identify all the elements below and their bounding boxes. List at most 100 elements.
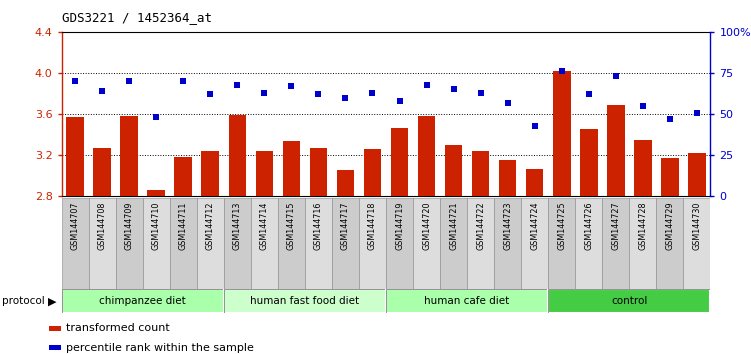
Text: GSM144707: GSM144707: [71, 202, 80, 250]
Point: [339, 95, 351, 101]
Bar: [336, 170, 354, 196]
Text: GSM144712: GSM144712: [206, 202, 215, 250]
Text: GSM144711: GSM144711: [179, 202, 188, 250]
Point: [231, 82, 243, 87]
Point: [610, 74, 622, 79]
Text: GSM144722: GSM144722: [476, 202, 485, 251]
Bar: [147, 190, 165, 196]
Point: [96, 88, 108, 94]
Bar: [386, 289, 548, 313]
Text: GSM144723: GSM144723: [503, 202, 512, 250]
Bar: [602, 198, 629, 289]
Text: GSM144708: GSM144708: [98, 202, 107, 250]
Text: GSM144717: GSM144717: [341, 202, 350, 250]
Text: GSM144713: GSM144713: [233, 202, 242, 250]
Bar: [413, 198, 440, 289]
Bar: [143, 198, 170, 289]
Bar: [494, 198, 521, 289]
Bar: [440, 198, 467, 289]
Bar: [386, 289, 548, 313]
Bar: [548, 198, 575, 289]
Text: human cafe diet: human cafe diet: [424, 296, 510, 306]
Bar: [418, 116, 436, 196]
Bar: [607, 105, 625, 196]
Bar: [197, 198, 224, 289]
Bar: [255, 151, 273, 196]
Text: GSM144718: GSM144718: [368, 202, 377, 250]
Bar: [174, 158, 192, 196]
Point: [150, 115, 162, 120]
Bar: [521, 198, 548, 289]
Text: GDS3221 / 1452364_at: GDS3221 / 1452364_at: [62, 11, 212, 24]
Bar: [634, 140, 652, 196]
Bar: [305, 198, 332, 289]
Point: [637, 103, 649, 109]
Bar: [467, 198, 494, 289]
Bar: [472, 151, 490, 196]
Text: GSM144721: GSM144721: [449, 202, 458, 250]
Text: percentile rank within the sample: percentile rank within the sample: [66, 343, 254, 353]
Bar: [332, 198, 359, 289]
Point: [312, 92, 324, 97]
Point: [529, 123, 541, 129]
Text: GSM144716: GSM144716: [314, 202, 323, 250]
Text: GSM144714: GSM144714: [260, 202, 269, 250]
Bar: [363, 149, 382, 196]
Bar: [526, 169, 544, 196]
Point: [285, 83, 297, 89]
Point: [664, 116, 676, 122]
Point: [204, 92, 216, 97]
Bar: [629, 198, 656, 289]
Text: ▶: ▶: [48, 296, 56, 306]
Text: GSM144710: GSM144710: [152, 202, 161, 250]
Bar: [282, 141, 300, 196]
Bar: [553, 71, 571, 196]
Text: GSM144715: GSM144715: [287, 202, 296, 250]
Point: [502, 100, 514, 105]
Bar: [89, 198, 116, 289]
Point: [69, 79, 81, 84]
Bar: [548, 289, 710, 313]
Bar: [62, 198, 89, 289]
Point: [448, 87, 460, 92]
Point: [123, 79, 135, 84]
Text: chimpanzee diet: chimpanzee diet: [99, 296, 186, 306]
Bar: [391, 127, 409, 196]
Bar: [309, 148, 327, 196]
Bar: [116, 198, 143, 289]
Bar: [359, 198, 386, 289]
Bar: [93, 148, 111, 196]
Text: control: control: [611, 296, 647, 306]
Text: GSM144724: GSM144724: [530, 202, 539, 250]
Text: GSM144720: GSM144720: [422, 202, 431, 250]
Bar: [201, 151, 219, 196]
Point: [366, 90, 379, 96]
Bar: [445, 145, 463, 196]
Point: [177, 79, 189, 84]
Bar: [224, 198, 251, 289]
Bar: [251, 198, 278, 289]
Bar: [683, 198, 710, 289]
Point: [475, 90, 487, 96]
Bar: [228, 115, 246, 196]
Bar: [224, 289, 386, 313]
Bar: [661, 158, 679, 196]
Text: human fast food diet: human fast food diet: [250, 296, 360, 306]
Point: [258, 90, 270, 96]
Text: GSM144725: GSM144725: [557, 202, 566, 251]
Text: GSM144730: GSM144730: [692, 202, 701, 250]
Bar: [656, 198, 683, 289]
Bar: [386, 198, 413, 289]
Bar: [575, 198, 602, 289]
Bar: [499, 160, 517, 196]
Text: protocol: protocol: [2, 296, 44, 306]
Point: [583, 92, 595, 97]
Text: GSM144729: GSM144729: [665, 202, 674, 251]
Bar: [548, 289, 710, 313]
Bar: [120, 116, 138, 196]
Text: transformed count: transformed count: [66, 323, 170, 333]
Bar: [62, 289, 224, 313]
Bar: [62, 289, 224, 313]
Bar: [224, 289, 386, 313]
Bar: [278, 198, 305, 289]
